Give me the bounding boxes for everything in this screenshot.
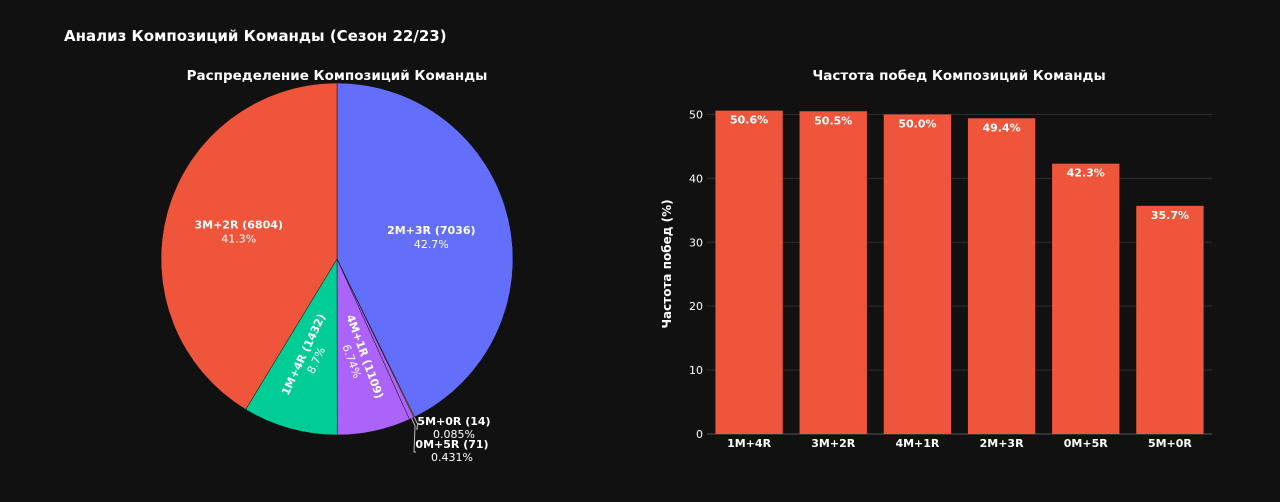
bar-gridlines: [707, 113, 1212, 435]
pie-slice-name: 2M+3R (7036): [387, 224, 475, 237]
bar-chart: Частота побед Композиций Команды 50.6% 50…: [660, 68, 1212, 450]
bar: [1052, 163, 1120, 434]
y-tick-label: 50: [689, 108, 703, 121]
bar-title: Частота побед Композиций Команды: [812, 68, 1105, 84]
pie-slices: [160, 82, 514, 436]
x-tick-label: 1M+4R: [727, 437, 771, 450]
bar: [799, 111, 867, 434]
pie-title: Распределение Композиций Команды: [187, 68, 488, 84]
bar-value-label: 35.7%: [1151, 209, 1189, 222]
y-axis-title: Частота побед (%): [660, 199, 674, 328]
pie-slice: [245, 258, 338, 436]
pie-slice: [336, 82, 514, 418]
page-title: Анализ Композиций Команды (Сезон 22/23): [64, 27, 447, 45]
leader-line: [411, 418, 416, 453]
x-tick-label: 5M+0R: [1148, 437, 1192, 450]
pie-slice-percent: 41.3%: [221, 233, 256, 246]
bar-value-label: 42.3%: [1067, 167, 1105, 180]
pie-slice-percent: 0.431%: [431, 451, 473, 464]
y-tick-label: 10: [689, 364, 703, 377]
bar: [883, 114, 952, 435]
pie-slice-label-outside: 0M+5R (71)0.431%: [411, 418, 489, 464]
pie-slice-name: 0M+5R (71): [415, 438, 488, 451]
bar-bars: 50.6% 50.5% 50.0% 49.4% 42.3% 35.7%: [715, 110, 1204, 435]
pie-chart: Распределение Композиций Команды 2M+3R (…: [160, 68, 514, 464]
bar-ticks: 0 10 20 30 40 50 1M+4R 3M+2R 4M+1R 2M+3R 0M+5R 5M+0…: [689, 108, 1192, 450]
pie-slice-percent: 0.085%: [433, 428, 475, 441]
bar: [715, 110, 783, 434]
y-tick-label: 40: [689, 172, 703, 185]
x-tick-label: 0M+5R: [1064, 437, 1108, 450]
x-tick-label: 4M+1R: [895, 437, 939, 450]
x-tick-label: 2M+3R: [980, 437, 1024, 450]
pie-slice-label-outside: 5M+0R (14)0.085%: [413, 415, 491, 441]
pie-slice-name: 5M+0R (14): [417, 415, 490, 428]
bar: [1136, 205, 1204, 434]
pie-slice: [160, 82, 338, 410]
bar-value-label: 49.4%: [982, 121, 1020, 134]
leader-line: [413, 416, 419, 430]
bar-value-label: 50.0%: [898, 117, 936, 130]
pie-slice-label: 3M+2R (6804)41.3%: [194, 219, 282, 246]
bar-value-label: 50.5%: [814, 114, 852, 127]
bar: [967, 118, 1036, 435]
y-tick-label: 20: [689, 300, 703, 313]
y-tick-label: 30: [689, 236, 703, 249]
bar-value-label: 50.6%: [730, 114, 768, 127]
pie-slice-percent: 42.7%: [414, 238, 449, 251]
x-tick-label: 3M+2R: [811, 437, 855, 450]
y-tick-label: 0: [696, 428, 703, 441]
pie-slice-label: 2M+3R (7036)42.7%: [387, 224, 475, 251]
pie-slice-name: 3M+2R (6804): [194, 219, 282, 232]
